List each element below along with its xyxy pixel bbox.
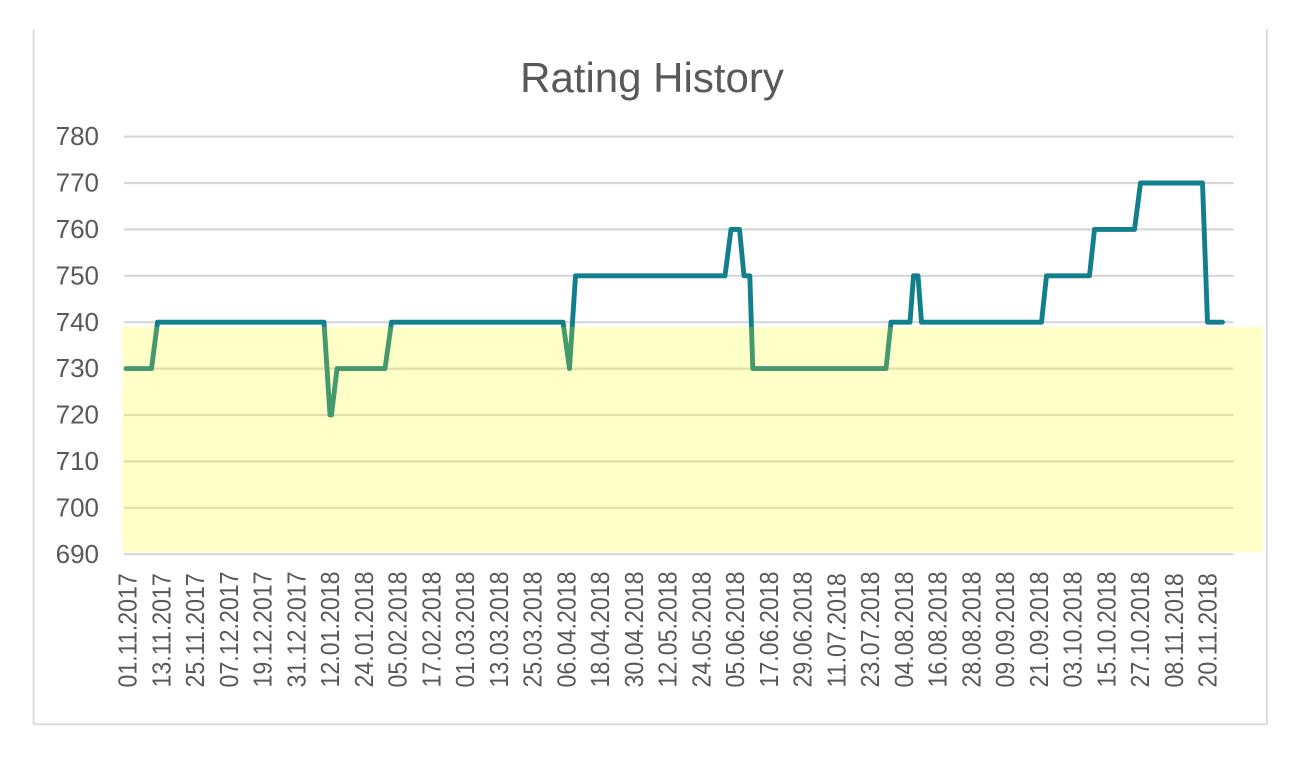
svg-text:16.08.2018: 16.08.2018 <box>925 571 953 687</box>
svg-text:12.05.2018: 12.05.2018 <box>655 571 683 687</box>
svg-text:760: 760 <box>56 214 99 244</box>
svg-text:770: 770 <box>56 168 99 198</box>
svg-text:780: 780 <box>56 121 99 151</box>
svg-text:Rating History: Rating History <box>520 54 784 101</box>
svg-text:07.12.2017: 07.12.2017 <box>216 571 244 687</box>
svg-text:17.02.2018: 17.02.2018 <box>418 571 446 687</box>
svg-text:15.10.2018: 15.10.2018 <box>1093 571 1121 687</box>
svg-text:29.06.2018: 29.06.2018 <box>790 571 818 687</box>
svg-text:28.08.2018: 28.08.2018 <box>958 571 986 687</box>
svg-text:09.09.2018: 09.09.2018 <box>992 571 1020 687</box>
svg-text:06.04.2018: 06.04.2018 <box>553 571 581 687</box>
svg-text:740: 740 <box>56 307 99 337</box>
svg-text:17.06.2018: 17.06.2018 <box>756 571 784 687</box>
svg-text:24.05.2018: 24.05.2018 <box>688 571 716 687</box>
svg-text:01.03.2018: 01.03.2018 <box>452 571 480 687</box>
svg-text:08.11.2018: 08.11.2018 <box>1161 573 1189 687</box>
svg-text:25.11.2017: 25.11.2017 <box>182 573 210 687</box>
svg-text:04.08.2018: 04.08.2018 <box>891 571 919 687</box>
svg-text:11.07.2018: 11.07.2018 <box>823 573 851 687</box>
svg-text:700: 700 <box>56 492 99 522</box>
svg-text:690: 690 <box>56 539 99 569</box>
svg-text:31.12.2017: 31.12.2017 <box>283 571 311 687</box>
svg-text:27.10.2018: 27.10.2018 <box>1127 571 1155 687</box>
svg-text:18.04.2018: 18.04.2018 <box>587 571 615 687</box>
svg-text:13.03.2018: 13.03.2018 <box>486 571 514 687</box>
svg-text:03.10.2018: 03.10.2018 <box>1060 571 1088 687</box>
svg-text:720: 720 <box>56 400 99 430</box>
svg-text:13.11.2017: 13.11.2017 <box>148 573 176 687</box>
svg-text:20.11.2018: 20.11.2018 <box>1195 573 1223 687</box>
svg-text:25.03.2018: 25.03.2018 <box>520 571 548 687</box>
svg-text:12.01.2018: 12.01.2018 <box>317 571 345 687</box>
svg-text:710: 710 <box>56 446 99 476</box>
svg-text:30.04.2018: 30.04.2018 <box>621 571 649 687</box>
svg-text:730: 730 <box>56 353 99 383</box>
svg-text:01.11.2017: 01.11.2017 <box>115 573 143 687</box>
svg-text:21.09.2018: 21.09.2018 <box>1026 571 1054 687</box>
svg-text:05.06.2018: 05.06.2018 <box>722 571 750 687</box>
svg-text:750: 750 <box>56 260 99 290</box>
svg-text:23.07.2018: 23.07.2018 <box>857 571 885 687</box>
svg-text:05.02.2018: 05.02.2018 <box>385 571 413 687</box>
svg-text:19.12.2017: 19.12.2017 <box>250 571 278 687</box>
svg-text:24.01.2018: 24.01.2018 <box>351 571 379 687</box>
